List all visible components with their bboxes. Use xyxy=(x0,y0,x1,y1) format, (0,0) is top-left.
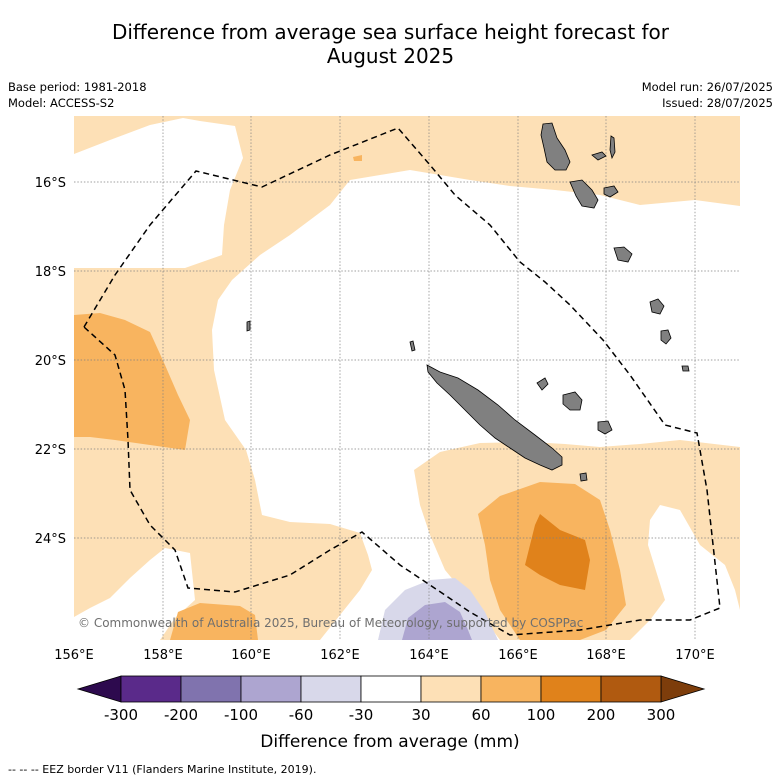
colorbar-segments xyxy=(120,675,662,703)
lon-tick-164e: 164°E xyxy=(409,648,449,663)
eez-border xyxy=(83,127,721,636)
loyalty-islands-lifou xyxy=(562,391,583,411)
contour-60-100-west xyxy=(74,313,190,450)
new-caledonia-island xyxy=(426,364,563,471)
land xyxy=(246,122,690,482)
contour-neutral-southwest xyxy=(74,548,195,640)
colorbar-over-arrow xyxy=(660,675,706,703)
lon-tick-162e: 162°E xyxy=(320,648,360,663)
colorbar-tick-label: -60 xyxy=(289,706,314,724)
vanuatu-pentecost xyxy=(609,135,616,160)
eez-legend-footer: -- -- -- EEZ border V11 (Flanders Marine… xyxy=(8,763,317,776)
colorbar-tick-label: 200 xyxy=(587,706,616,724)
title-line-2: August 2025 xyxy=(326,44,455,68)
title-line-1: Difference from average sea surface heig… xyxy=(111,20,670,44)
vanuatu-ambrym xyxy=(603,185,619,198)
colorbar-tick-label: 30 xyxy=(411,706,430,724)
colorbar-tick-label: -30 xyxy=(349,706,374,724)
colorbar-segment xyxy=(120,675,182,703)
loyalty-islands-ouvea xyxy=(536,377,549,391)
colorbar-tick-label: -300 xyxy=(104,706,138,724)
contour-60-100-southwest xyxy=(170,603,258,640)
map-title: Difference from average sea surface heig… xyxy=(0,20,781,68)
lon-tick-168e: 168°E xyxy=(586,648,626,663)
small-island-west xyxy=(246,320,251,332)
meta-left: Base period: 1981-2018 Model: ACCESS-S2 xyxy=(8,79,147,111)
vanuatu-tanna xyxy=(660,329,672,345)
colorbar-segment xyxy=(180,675,242,703)
vanuatu-ambae xyxy=(591,151,607,161)
graticule xyxy=(74,116,740,640)
lon-tick-160e: 160°E xyxy=(231,648,271,663)
colorbar-tick-label: -100 xyxy=(224,706,258,724)
lon-tick-166e: 166°E xyxy=(498,648,538,663)
lon-tick-158e: 158°E xyxy=(143,648,183,663)
colorbar-segment xyxy=(420,675,482,703)
contour-small-patch xyxy=(353,155,362,161)
lat-tick-22s: 22°S xyxy=(35,443,66,458)
lat-tick-16s: 16°S xyxy=(35,176,66,191)
lon-tick-156e: 156°E xyxy=(54,648,94,663)
colorbar-segment xyxy=(240,675,302,703)
colorbar-labels: -300 -200 -100 -60 -30 30 60 100 200 300 xyxy=(104,706,675,724)
lon-tick-labels: 156°E 158°E 160°E 162°E 164°E 166°E 168°… xyxy=(54,648,715,663)
colorbar-segment xyxy=(480,675,542,703)
colorbar-segment xyxy=(300,675,362,703)
vanuatu-espiritu-santo xyxy=(540,122,571,171)
contour-30-60-north xyxy=(74,116,740,640)
vanuatu-erromango xyxy=(649,298,665,315)
lat-tick-labels: 16°S 18°S 20°S 22°S 24°S xyxy=(35,176,66,547)
colorbar-tick-label: 100 xyxy=(527,706,556,724)
lon-tick-170e: 170°E xyxy=(675,648,715,663)
vanuatu-malakula xyxy=(569,179,599,209)
model-label: Model: ACCESS-S2 xyxy=(8,96,115,110)
vanuatu-efate xyxy=(613,246,633,263)
lat-tick-18s: 18°S xyxy=(35,265,66,280)
contour-neg-100-60 xyxy=(402,602,472,640)
model-run-label: Model run: 26/07/2025 xyxy=(641,80,773,94)
colorbar-segment xyxy=(600,675,662,703)
contour-100-200 xyxy=(525,514,590,590)
colorbar-title: Difference from average (mm) xyxy=(260,732,519,752)
issued-label: Issued: 28/07/2025 xyxy=(662,96,773,110)
colorbar-under-arrow xyxy=(76,675,122,703)
loyalty-islands-mare xyxy=(597,420,613,435)
contour-neutral-northwest xyxy=(74,118,243,268)
colorbar-segment xyxy=(360,675,422,703)
colorbar-tick-label: 60 xyxy=(471,706,490,724)
map-plot-area: © Commonwealth of Australia 2025, Bureau… xyxy=(74,116,740,640)
lat-tick-24s: 24°S xyxy=(35,532,66,547)
colorbar-tick-label: -200 xyxy=(164,706,198,724)
copyright-notice: © Commonwealth of Australia 2025, Bureau… xyxy=(78,616,583,630)
meta-right: Model run: 26/07/2025 Issued: 28/07/2025 xyxy=(642,79,773,111)
colorbar: -300 -200 -100 -60 -30 30 60 100 200 300 Differen… xyxy=(76,675,706,752)
lat-tick-20s: 20°S xyxy=(35,354,66,369)
colorbar-segment xyxy=(540,675,602,703)
vanuatu-aneityum xyxy=(681,365,690,372)
colorbar-tick-label: 300 xyxy=(647,706,676,724)
base-period-label: Base period: 1981-2018 xyxy=(8,80,147,94)
isle-of-pines xyxy=(579,472,588,482)
belep-islands xyxy=(409,340,416,352)
